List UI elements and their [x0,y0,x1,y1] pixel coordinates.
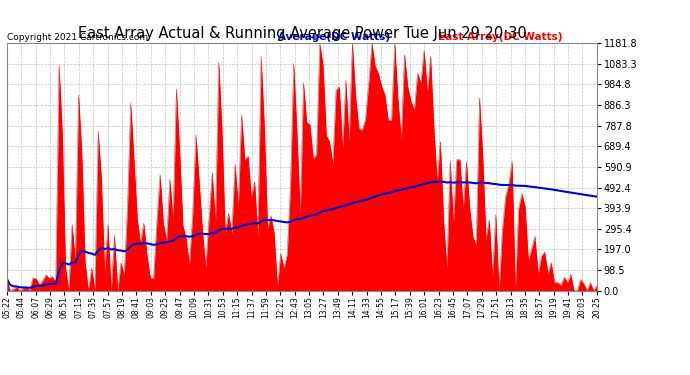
Text: Copyright 2021 Cartronics.com: Copyright 2021 Cartronics.com [7,33,148,42]
Text: Average(DC Watts): Average(DC Watts) [278,32,391,42]
Text: East Array(DC Watts): East Array(DC Watts) [437,32,562,42]
Title: East Array Actual & Running Average Power Tue Jun 29 20:30: East Array Actual & Running Average Powe… [77,26,526,40]
